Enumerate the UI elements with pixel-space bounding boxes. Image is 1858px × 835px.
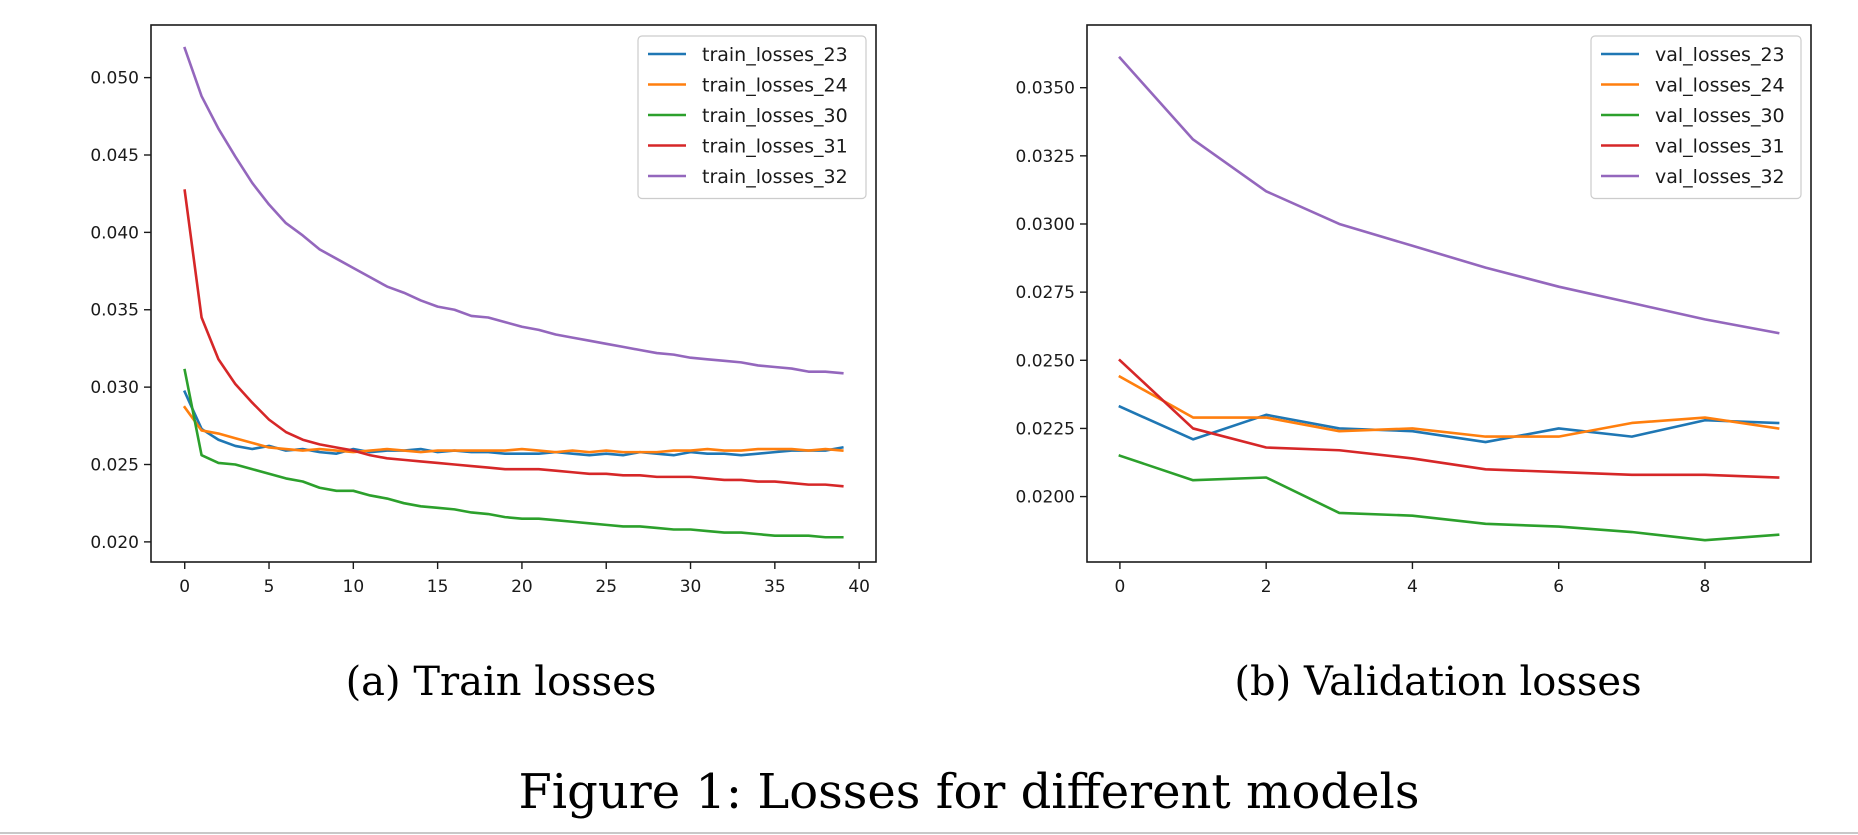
series-line-train-losses-30 bbox=[183, 368, 844, 539]
x-tick-label: 40 bbox=[848, 577, 870, 597]
x-tick-label: 10 bbox=[343, 577, 365, 597]
series-line-val-losses-23 bbox=[1118, 404, 1780, 444]
y-tick-label: 0.025 bbox=[90, 456, 139, 476]
x-tick-label: 2 bbox=[1261, 577, 1272, 597]
y-tick-label: 0.0250 bbox=[1016, 351, 1075, 371]
legend-entry: train_losses_23 bbox=[702, 44, 848, 66]
y-tick-label: 0.0225 bbox=[1016, 419, 1075, 439]
legend-box bbox=[637, 35, 867, 200]
x-tick-label: 35 bbox=[764, 577, 786, 597]
axes-frame bbox=[1086, 24, 1812, 563]
y-tick-label: 0.0300 bbox=[1016, 215, 1075, 235]
y-tick-label: 0.0200 bbox=[1016, 488, 1075, 508]
y-tick-label: 0.030 bbox=[90, 378, 139, 398]
x-tick-label: 8 bbox=[1700, 577, 1711, 597]
validation-losses-caption: (b) Validation losses bbox=[1234, 659, 1641, 705]
legend-entry: train_losses_32 bbox=[702, 166, 848, 188]
x-tick-label: 0 bbox=[179, 577, 190, 597]
legend: train_losses_23 train_losses_24 train_loss… bbox=[637, 35, 867, 200]
x-tick-label: 4 bbox=[1407, 577, 1418, 597]
x-tick-label: 30 bbox=[680, 577, 702, 597]
y-tick-label: 0.020 bbox=[90, 533, 139, 553]
legend: val_losses_23 val_losses_24 val_losses_30v… bbox=[1590, 35, 1802, 200]
legend-entry: val_losses_30 bbox=[1655, 105, 1785, 127]
series-line-val-losses-24 bbox=[1118, 374, 1780, 438]
series-line-val-losses-30 bbox=[1118, 454, 1780, 542]
y-tick-label: 0.035 bbox=[90, 301, 139, 321]
x-tick-label: 5 bbox=[264, 577, 275, 597]
y-tick-label: 0.040 bbox=[90, 223, 139, 243]
x-tick-label: 6 bbox=[1553, 577, 1564, 597]
y-tick-label: 0.0350 bbox=[1016, 79, 1075, 99]
x-tick-label: 20 bbox=[511, 577, 533, 597]
validation-losses-panel: 0 2 4 6 8 0.0200 0.0225 0.0250 0.0275 0.0300 0.032… bbox=[1016, 24, 1812, 597]
series-line-train-losses-24 bbox=[182, 405, 844, 454]
series-line-val-losses-32 bbox=[1118, 55, 1780, 335]
x-tick-label: 0 bbox=[1114, 577, 1125, 597]
legend-entry: val_losses_31 bbox=[1655, 136, 1785, 158]
y-tick-label: 0.045 bbox=[90, 146, 139, 166]
legend-entry: train_losses_24 bbox=[702, 75, 848, 97]
legend-entry: val_losses_24 bbox=[1655, 75, 1785, 97]
x-tick-label: 15 bbox=[427, 577, 449, 597]
y-tick-label: 0.0275 bbox=[1016, 283, 1075, 303]
legend-entry: train_losses_30 bbox=[702, 105, 848, 127]
series-line-train-losses-31 bbox=[183, 189, 844, 488]
legend-entry: val_losses_32 bbox=[1655, 166, 1785, 188]
series-line-val-losses-31 bbox=[1118, 358, 1780, 479]
legend-entry: val_losses_23 bbox=[1655, 44, 1785, 66]
series-line-train-losses-23 bbox=[182, 390, 844, 457]
series-line-train-losses-32 bbox=[183, 46, 844, 375]
train-losses-panel: 0 5 10 15 20 25 30 35 40 0.020 0.025 0.030 0.035 0.04… bbox=[90, 24, 877, 597]
train-losses-caption: (a) Train losses bbox=[346, 659, 657, 705]
y-tick-label: 0.050 bbox=[90, 69, 139, 89]
y-tick-label: 0.0325 bbox=[1016, 147, 1075, 167]
legend-box bbox=[1590, 35, 1802, 200]
legend-entry: train_losses_31 bbox=[702, 136, 848, 158]
figure-caption: Figure 1: Losses for different models bbox=[518, 764, 1419, 820]
axes-frame bbox=[150, 24, 877, 563]
x-tick-label: 25 bbox=[595, 577, 617, 597]
